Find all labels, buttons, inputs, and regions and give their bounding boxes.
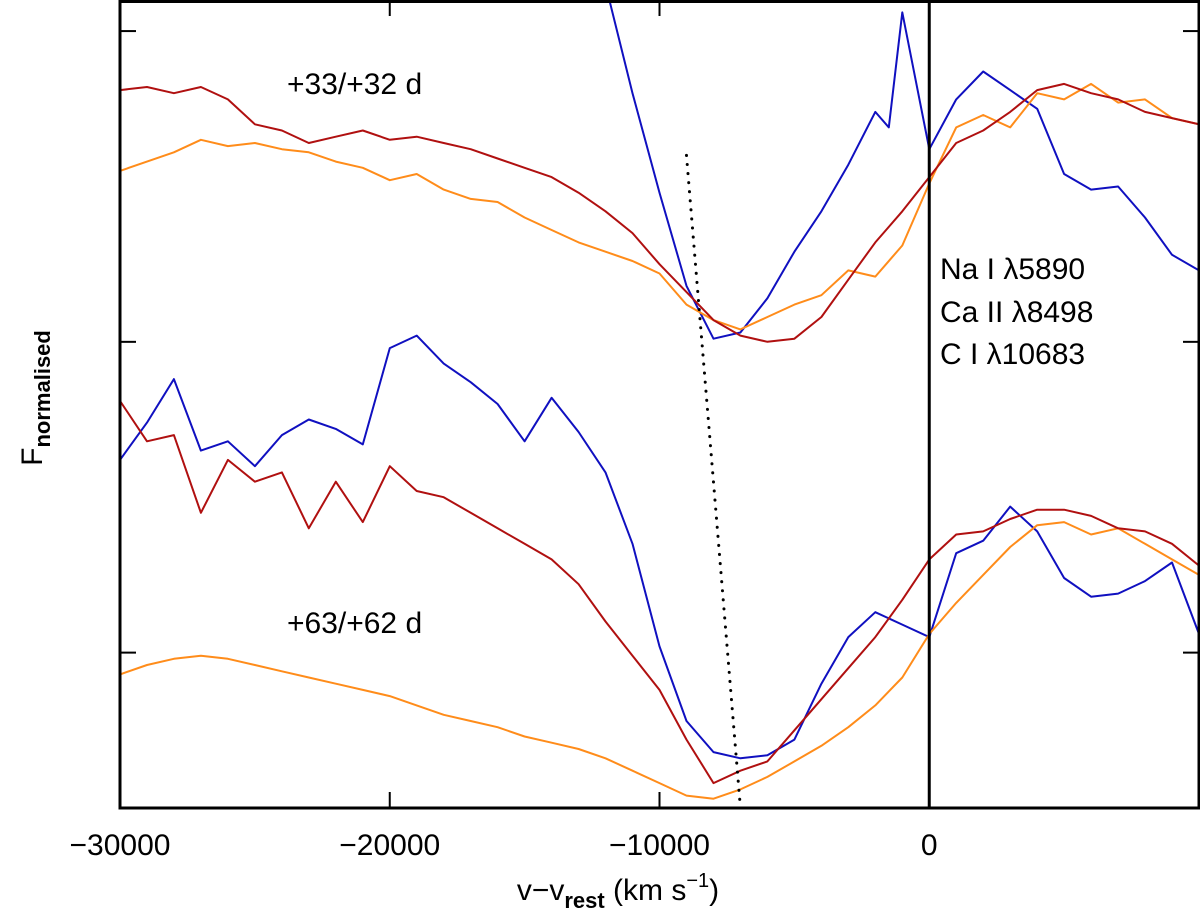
series-line-0 <box>608 0 1199 340</box>
legend-entry-na: Na I λ5890 <box>940 253 1085 286</box>
annotation-epoch-2: +63/+62 d <box>287 607 422 640</box>
series-line-1 <box>120 82 1199 331</box>
x-tick-labels: −30000 −20000 −10000 0 <box>70 829 938 862</box>
x-tick-label: −10000 <box>609 829 710 862</box>
y-axis-title-sub: normalised <box>30 330 55 447</box>
x-axis-title: v−vrest (km s−1) <box>517 870 719 913</box>
y-axis-title-main: F <box>16 448 49 466</box>
x-axis-title-sub: rest <box>564 888 605 913</box>
x-tick-label: 0 <box>921 829 938 862</box>
legend-entry-ca: Ca II λ8498 <box>940 296 1093 329</box>
x-tick-label: −20000 <box>339 829 440 862</box>
x-axis-title-unit: (km s <box>605 874 687 907</box>
series-line-5 <box>120 400 1199 785</box>
y-axis-title: Fnormalised <box>16 330 55 466</box>
x-axis-title-main: v−v <box>517 874 565 907</box>
series-line-4 <box>120 521 1199 800</box>
series-lines <box>120 0 1199 800</box>
velocity-trend-line <box>684 153 742 810</box>
velocity-trend <box>684 153 742 810</box>
plot-frame <box>118 0 1200 810</box>
axis-ticks <box>119 0 1199 808</box>
x-tick-label: −30000 <box>70 829 171 862</box>
series-line-3 <box>120 334 1199 760</box>
legend-entry-c: C I λ10683 <box>940 338 1085 371</box>
series-line-2 <box>120 82 1199 343</box>
x-axis-title-sup: −1 <box>686 870 709 892</box>
annotation-epoch-1: +33/+32 d <box>287 68 422 101</box>
x-axis-title-close: ) <box>709 874 719 907</box>
